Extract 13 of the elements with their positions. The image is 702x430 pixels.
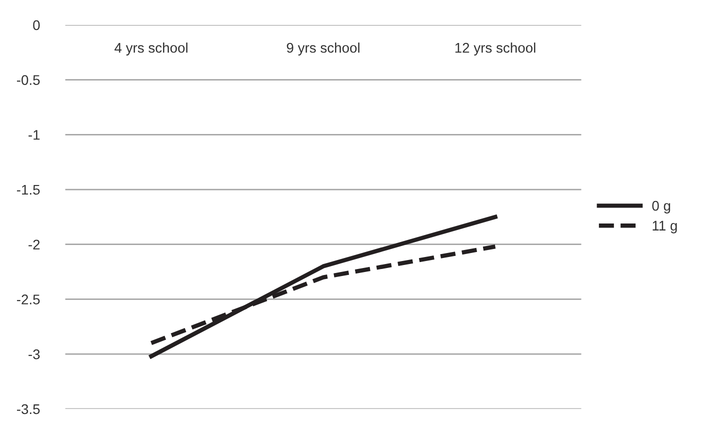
- y-tick-label: -1: [28, 130, 40, 140]
- y-tick-label: 0: [33, 20, 40, 30]
- x-tick-label: 4 yrs school: [114, 42, 188, 56]
- legend-label: 11 g: [652, 220, 677, 234]
- y-tick-label: -2: [28, 240, 40, 250]
- legend-label: 0 g: [652, 200, 670, 214]
- y-tick-label: -2.5: [16, 294, 40, 304]
- y-tick-label: -1.5: [16, 184, 40, 195]
- y-tick-label: -0.5: [16, 75, 40, 85]
- y-tick-label: -3.5: [16, 404, 40, 414]
- x-tick-label: 12 yrs school: [455, 42, 536, 56]
- x-tick-label: 9 yrs school: [286, 42, 360, 56]
- y-tick-label: -3: [28, 349, 40, 360]
